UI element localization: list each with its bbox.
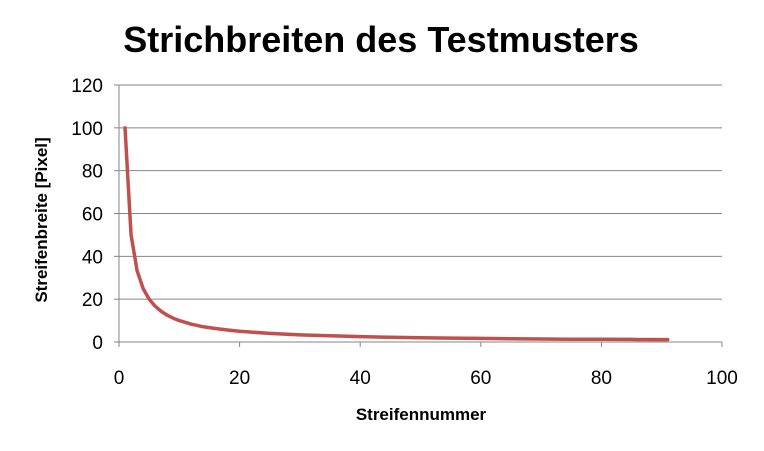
series-layer (123, 126, 670, 342)
y-tick-label: 80 (82, 162, 103, 183)
series-line-0 (123, 126, 670, 342)
x-tick-label: 60 (470, 368, 491, 389)
x-tick-labels: 0 20 40 60 80 100 (114, 368, 738, 389)
x-axis-label: Streifennummer (356, 405, 487, 424)
y-tick-label: 120 (71, 76, 103, 97)
x-tick-label: 0 (114, 368, 125, 389)
y-axis-label: Streifenbreite [Pixel] (32, 137, 51, 302)
chart-title: Strichbreiten des Testmusters (123, 19, 639, 60)
y-tick-label: 0 (92, 333, 103, 354)
y-tick-labels: 0 20 40 60 80 100 120 (71, 76, 103, 354)
y-tick-label: 20 (82, 290, 103, 311)
y-tick-label: 40 (82, 247, 103, 268)
x-tick-label: 100 (706, 368, 738, 389)
axes (114, 84, 723, 347)
x-tick-label: 40 (350, 368, 371, 389)
x-tick-label: 20 (229, 368, 250, 389)
y-tick-label: 100 (71, 119, 103, 140)
gridlines (119, 84, 722, 300)
y-tick-label: 60 (82, 205, 103, 226)
x-tick-label: 80 (591, 368, 612, 389)
